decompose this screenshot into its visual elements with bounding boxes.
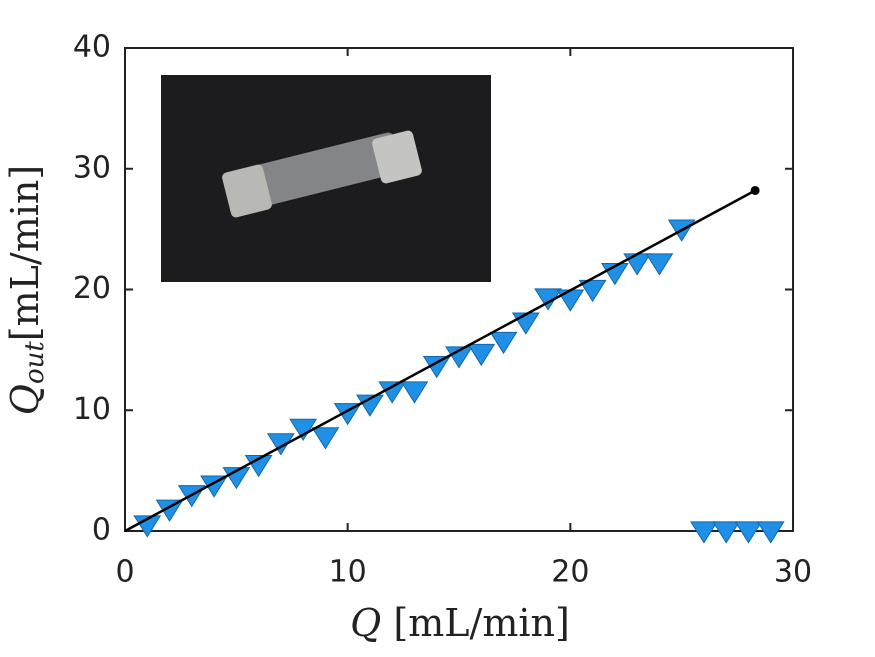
y-tick-label: 40	[73, 30, 111, 65]
data-point	[645, 253, 674, 276]
data-point	[289, 418, 318, 442]
x-tick-label: 0	[115, 555, 134, 590]
x-tick-label: 10	[329, 555, 367, 590]
y-axis-label: Qout[mL/min]	[3, 165, 51, 415]
x-label-symbol: Q	[350, 601, 381, 645]
data-point	[578, 279, 607, 303]
y-label-unit: [mL/min]	[3, 165, 47, 341]
x-axis-label: Q [mL/min]	[350, 601, 570, 645]
y-tick-label: 20	[73, 271, 111, 306]
data-point	[623, 253, 652, 276]
y-label-subscript: out	[20, 341, 50, 384]
data-point	[311, 427, 340, 450]
data-point	[356, 394, 384, 417]
x-tick-label: 30	[774, 555, 812, 590]
fit-line	[124, 189, 756, 533]
data-point	[467, 343, 496, 367]
data-point	[244, 454, 273, 478]
data-point	[445, 346, 473, 369]
data-point	[712, 521, 741, 544]
data-point	[734, 521, 763, 544]
data-point	[511, 312, 540, 335]
inset-photo	[161, 75, 491, 282]
data-point	[556, 289, 585, 312]
data-point	[222, 467, 251, 490]
y-tick-label: 30	[73, 150, 111, 185]
data-point	[400, 381, 429, 404]
y-tick-label: 10	[73, 392, 111, 427]
y-tick-label: 0	[92, 513, 111, 548]
y-label-symbol: Q	[3, 384, 47, 415]
x-label-unit: [mL/min]	[393, 601, 569, 645]
fit-end-dot	[750, 185, 760, 195]
data-point	[690, 521, 718, 544]
data-point	[378, 381, 407, 404]
data-point	[756, 521, 785, 544]
x-tick-label: 20	[551, 555, 589, 590]
data-point	[489, 331, 518, 355]
